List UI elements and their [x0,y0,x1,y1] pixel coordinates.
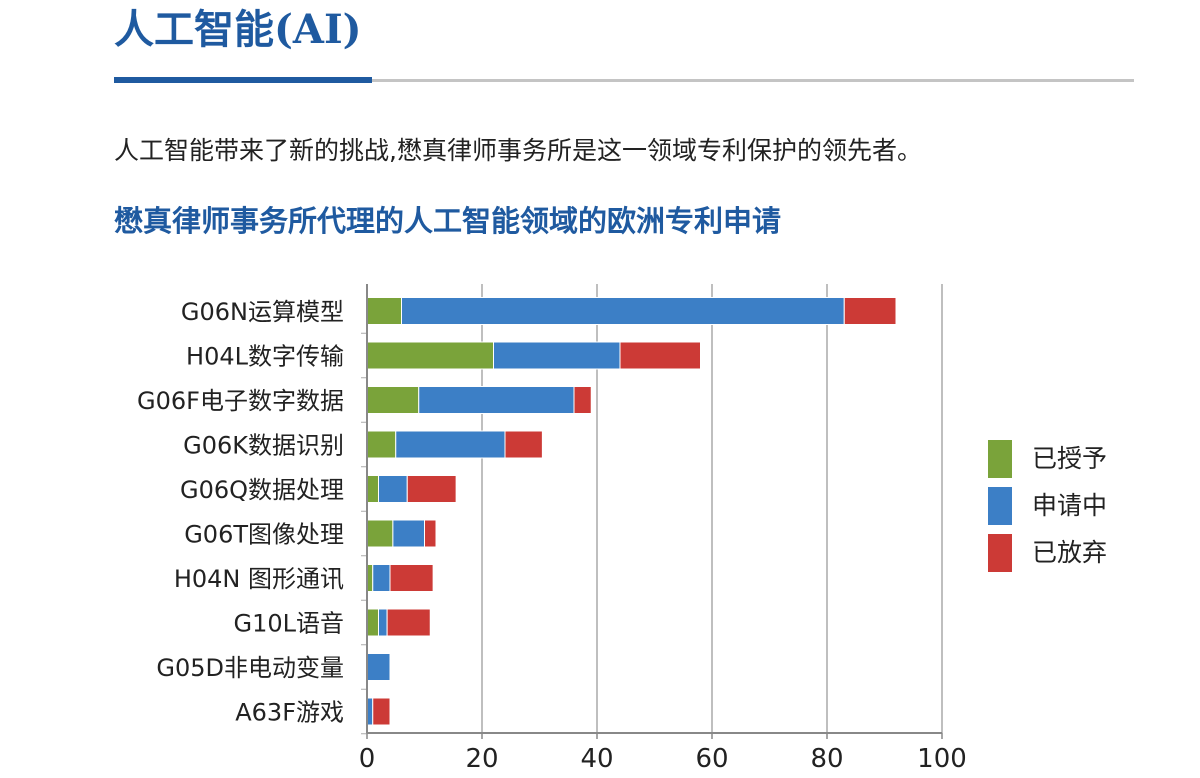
bar-segment [418,386,575,414]
chart-title: 懋真律师事务所代理的人工智能领域的欧洲专利申请 [114,204,782,238]
bar-segment [389,564,434,592]
bar-segment [395,430,506,459]
bar-segment [366,341,494,370]
page-title: 人工智能(AI) [114,6,362,53]
legend-swatch-abandoned [988,534,1012,572]
bar-segment [619,341,701,370]
bar-segment [401,297,845,325]
bar-segment [378,475,408,503]
category-label: G05D非电动变量 [156,654,344,682]
bar-segment [843,297,897,325]
header-accent-bar [114,77,372,83]
x-tick-label: 80 [810,744,843,774]
bar-segment [366,430,397,459]
bar-segment [372,697,391,726]
bar-segment [424,519,437,548]
category-label: G06K数据识别 [183,432,344,460]
bar-segment [366,386,420,414]
legend-swatch-pending [988,487,1012,525]
legend-label-abandoned: 已放弃 [1032,538,1108,567]
legend-label-granted: 已授予 [1032,444,1108,473]
category-label: G06F电子数字数据 [137,387,344,415]
bar-segment [392,519,425,548]
bar-segment [573,386,592,414]
category-label: G10L语音 [233,610,344,638]
bar-segment [366,608,379,637]
x-tick-label: 100 [917,744,967,774]
bar-segment [386,608,431,637]
category-label: H04L数字传输 [186,343,344,371]
category-label: H04N 图形通讯 [174,565,344,593]
x-tick-label: 20 [465,744,498,774]
category-label: A63F游戏 [235,699,344,727]
category-label: G06Q数据处理 [180,476,344,504]
x-tick-label: 60 [695,744,728,774]
x-tick-label: 0 [359,744,376,774]
bar-segment [406,475,457,503]
x-tick-label: 40 [580,744,613,774]
bar-segment [378,608,388,637]
legend-swatch-granted [988,440,1012,478]
category-label: G06N运算模型 [181,298,344,326]
bar-segment [366,297,402,325]
bar-segment [504,430,543,459]
intro-text: 人工智能带来了新的挑战,懋真律师事务所是这一领域专利保护的领先者。 [114,136,922,165]
bar-segment [372,564,391,592]
bar-segment [366,653,391,681]
legend-label-pending: 申请中 [1032,491,1108,520]
category-label: G06T图像处理 [184,521,344,549]
bar-segment [366,475,379,503]
bar-segment [366,519,394,548]
header-divider [114,79,1134,82]
bar-segment [493,341,621,370]
